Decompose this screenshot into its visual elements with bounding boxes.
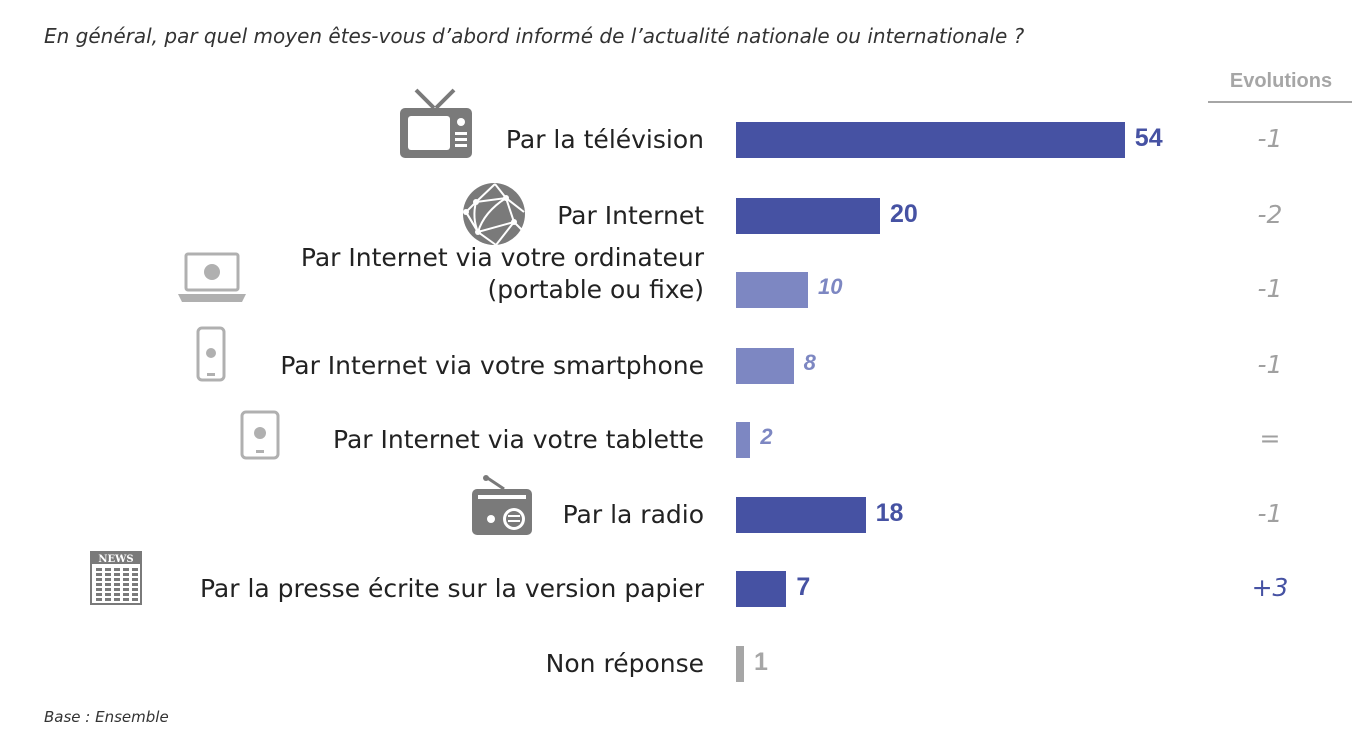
chart-row: Par Internet via votre smartphone 8 -1 bbox=[0, 326, 1366, 386]
category-label: Par la radio bbox=[562, 500, 704, 529]
bar bbox=[736, 122, 1125, 158]
category-label: Par Internet via votre ordinateur (portab… bbox=[300, 243, 704, 304]
value-label: 18 bbox=[875, 499, 904, 527]
question-title: En général, par quel moyen êtes-vous d’a… bbox=[44, 24, 1025, 48]
value-label: 7 bbox=[796, 573, 811, 601]
evolution-value: -2 bbox=[1257, 200, 1283, 229]
svg-text:NEWS: NEWS bbox=[98, 554, 133, 565]
bar bbox=[736, 422, 751, 458]
evolution-value: -1 bbox=[1257, 499, 1283, 528]
category-label: Par Internet via votre smartphone bbox=[280, 351, 704, 380]
globe-icon bbox=[462, 182, 526, 250]
chart-row: Par la télévision 54 -1 bbox=[0, 88, 1366, 160]
evolution-value: = bbox=[1259, 424, 1281, 453]
value-label: 8 bbox=[803, 350, 816, 375]
evolution-value: -1 bbox=[1257, 124, 1283, 153]
category-label: Non réponse bbox=[545, 649, 704, 678]
evolution-value: +3 bbox=[1251, 573, 1289, 602]
value-label: 1 bbox=[754, 648, 768, 676]
bar bbox=[736, 497, 866, 533]
category-label: Par Internet bbox=[557, 201, 704, 230]
value-label: 2 bbox=[760, 424, 773, 449]
laptop-icon bbox=[178, 252, 246, 308]
category-label: Par la presse écrite sur la version papi… bbox=[199, 574, 704, 603]
bar bbox=[736, 646, 744, 682]
radio-icon bbox=[470, 475, 534, 541]
tv-icon bbox=[398, 88, 472, 164]
evolution-value: -1 bbox=[1257, 350, 1283, 379]
bar bbox=[736, 198, 880, 234]
tablet-icon bbox=[240, 410, 280, 464]
evolutions-divider bbox=[1208, 101, 1352, 103]
chart-row: Non réponse 1 bbox=[0, 644, 1366, 684]
bar bbox=[736, 571, 787, 607]
chart-row: Par la radio 18 -1 bbox=[0, 475, 1366, 535]
chart-row: Par Internet via votre tablette 2 = bbox=[0, 410, 1366, 460]
evolutions-header: Evolutions bbox=[1229, 70, 1333, 92]
chart-row: Par la presse écrite sur la version papi… bbox=[0, 551, 1366, 609]
category-label: Par Internet via votre tablette bbox=[333, 425, 704, 454]
chart-row: Par Internet via votre ordinateur (portab… bbox=[0, 243, 1366, 310]
newspaper-icon: NEWS bbox=[90, 551, 142, 609]
evolution-value: -1 bbox=[1257, 274, 1283, 303]
value-label: 20 bbox=[890, 200, 918, 228]
smartphone-icon bbox=[196, 326, 226, 386]
value-label: 10 bbox=[818, 274, 843, 299]
value-label: 54 bbox=[1134, 124, 1163, 152]
base-note: Base : Ensemble bbox=[44, 708, 169, 726]
category-label: Par la télévision bbox=[505, 125, 704, 154]
chart-row: Par Internet 20 -2 bbox=[0, 183, 1366, 246]
bar bbox=[736, 272, 808, 308]
bar bbox=[736, 348, 794, 384]
